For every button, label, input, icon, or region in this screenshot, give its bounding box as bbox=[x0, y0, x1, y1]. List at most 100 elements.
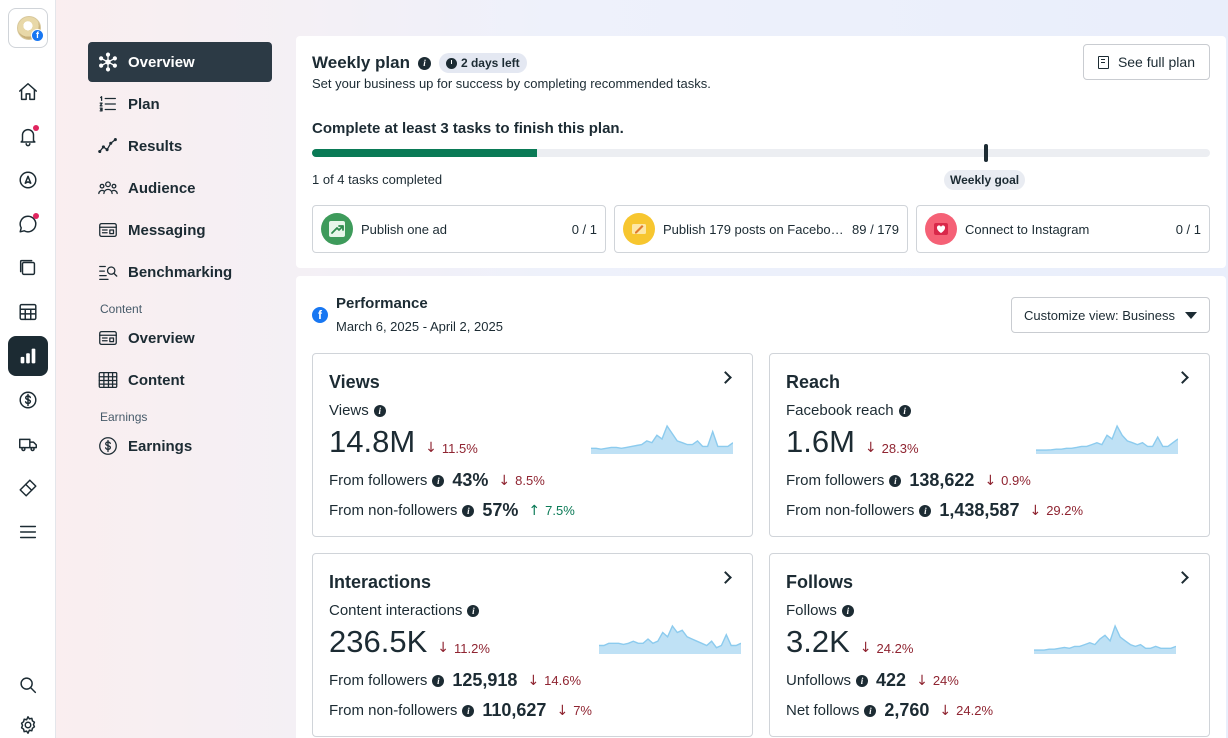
task-publish-ad[interactable]: Publish one ad 0 / 1 bbox=[312, 205, 606, 253]
chevron-right-icon[interactable] bbox=[1176, 371, 1189, 384]
weekly-plan-card: Weekly plan i 2 days left Set your busin… bbox=[296, 36, 1226, 268]
sidebar-item-results[interactable]: Results bbox=[88, 126, 272, 166]
metric-label: Follows i bbox=[786, 602, 854, 619]
metric-label-text: Views bbox=[329, 402, 369, 419]
metric-card-follows[interactable]: Follows Follows i 3.2K ↓ 24.2% Unfollows i 42… bbox=[769, 553, 1210, 737]
info-icon[interactable]: i bbox=[467, 604, 480, 617]
weekly-goal-label: Weekly goal bbox=[944, 170, 1026, 190]
icon-rail: f bbox=[0, 0, 56, 738]
info-icon[interactable]: i bbox=[432, 474, 445, 487]
all-tools-menu-icon[interactable] bbox=[8, 512, 48, 552]
info-icon[interactable]: i bbox=[417, 56, 431, 70]
arrow-down-icon: ↓ bbox=[984, 472, 997, 489]
row-label: From followers bbox=[329, 672, 428, 689]
plan-icon bbox=[99, 96, 116, 112]
metric-label: Views i bbox=[329, 402, 386, 419]
sidebar-item-content-overview[interactable]: Overview bbox=[88, 318, 272, 358]
metric-value-text: 1.6M bbox=[786, 424, 855, 459]
customize-view-dropdown[interactable]: Customize view: Business bbox=[1011, 297, 1210, 333]
task-publish-posts[interactable]: Publish 179 posts on Facebook 89 / 179 bbox=[614, 205, 908, 253]
orders-truck-icon[interactable] bbox=[8, 424, 48, 464]
notifications-bell-icon[interactable] bbox=[8, 116, 48, 156]
row-delta-text: 29.2% bbox=[1046, 503, 1084, 518]
metric-card-views[interactable]: Views Views i 14.8M ↓ 11.5% From followers i… bbox=[312, 353, 753, 537]
sidebar-item-label: Overview bbox=[128, 53, 195, 71]
sidebar-item-messaging[interactable]: Messaging bbox=[88, 210, 272, 250]
task-label: Publish 179 posts on Facebook bbox=[663, 221, 844, 237]
sidebar-item-benchmarking[interactable]: Benchmarking bbox=[88, 252, 272, 292]
row-delta-text: 24% bbox=[932, 673, 959, 688]
metric-row: From non-followers i 57% ↑ 7.5% bbox=[329, 500, 575, 521]
row-delta: ↑ 7.5% bbox=[528, 503, 574, 519]
info-icon[interactable]: i bbox=[889, 474, 902, 487]
chevron-right-icon[interactable] bbox=[719, 371, 732, 384]
account-switcher[interactable]: f bbox=[8, 8, 48, 48]
metric-label-text: Content interactions bbox=[329, 602, 463, 619]
ads-compass-icon[interactable] bbox=[8, 160, 48, 200]
metric-delta-text: 28.3% bbox=[881, 440, 919, 456]
metric-delta: ↓ 11.2% bbox=[437, 640, 490, 656]
inbox-chat-icon[interactable] bbox=[8, 204, 48, 244]
info-icon[interactable]: i bbox=[373, 404, 386, 417]
row-value: 125,918 bbox=[452, 670, 518, 690]
plan-progress-bar bbox=[312, 149, 1210, 157]
row-label: Unfollows bbox=[786, 672, 852, 689]
notification-dot bbox=[33, 125, 39, 131]
row-delta: ↓ 0.9% bbox=[984, 473, 1030, 489]
sparkline-area bbox=[1034, 626, 1176, 654]
insights-bar-chart-icon[interactable] bbox=[8, 336, 48, 376]
row-delta-text: 7.5% bbox=[545, 503, 575, 518]
info-icon[interactable]: i bbox=[432, 674, 445, 687]
results-icon bbox=[98, 138, 117, 154]
content-layers-icon[interactable] bbox=[8, 248, 48, 288]
info-icon[interactable]: i bbox=[864, 704, 877, 717]
arrow-down-icon: ↓ bbox=[1029, 502, 1042, 519]
metric-value: 14.8M ↓ 11.5% bbox=[329, 424, 478, 460]
chevron-right-icon[interactable] bbox=[1176, 571, 1189, 584]
sidebar-item-plan[interactable]: Plan bbox=[88, 84, 272, 124]
metric-card-interactions[interactable]: Interactions Content interactions i 236.5… bbox=[312, 553, 753, 737]
metric-card-reach[interactable]: Reach Facebook reach i 1.6M ↓ 28.3% From fo… bbox=[769, 353, 1210, 537]
metric-delta-text: 11.2% bbox=[454, 640, 490, 656]
performance-card: f Performance March 6, 2025 - April 2, 2… bbox=[296, 276, 1226, 738]
sidebar-item-content[interactable]: Content bbox=[88, 360, 272, 400]
metric-value-text: 14.8M bbox=[329, 424, 416, 459]
task-connect-instagram[interactable]: Connect to Instagram 0 / 1 bbox=[916, 205, 1210, 253]
ads-ticket-icon[interactable] bbox=[8, 468, 48, 508]
metric-row: From followers i 43% ↓ 8.5% bbox=[329, 470, 545, 491]
sidebar-item-overview[interactable]: Overview bbox=[88, 42, 272, 82]
chevron-right-icon[interactable] bbox=[719, 571, 732, 584]
monetization-dollar-icon[interactable] bbox=[8, 380, 48, 420]
sparkline-line bbox=[1036, 424, 1178, 451]
arrow-down-icon: ↓ bbox=[498, 472, 511, 489]
info-icon[interactable]: i bbox=[856, 674, 869, 687]
home-icon[interactable] bbox=[8, 72, 48, 112]
row-value: 2,760 bbox=[884, 700, 930, 720]
planner-table-icon[interactable] bbox=[8, 292, 48, 332]
sidebar-item-earnings[interactable]: Earnings bbox=[88, 426, 272, 466]
row-value: 43% bbox=[452, 470, 489, 490]
row-label: From followers bbox=[329, 472, 428, 489]
info-icon[interactable]: i bbox=[919, 504, 932, 517]
plan-progress-fill bbox=[312, 149, 537, 157]
days-left-badge: 2 days left bbox=[438, 53, 527, 73]
row-label: From non-followers bbox=[329, 502, 458, 519]
page-avatar bbox=[17, 16, 41, 40]
sparkline-views bbox=[591, 424, 733, 454]
info-icon[interactable]: i bbox=[841, 604, 854, 617]
sparkline-reach bbox=[1036, 424, 1178, 454]
sidebar-item-label: Content bbox=[128, 371, 185, 389]
settings-gear-icon[interactable] bbox=[8, 705, 48, 738]
info-icon[interactable]: i bbox=[462, 704, 475, 717]
row-label: Net follows bbox=[786, 702, 860, 719]
see-full-plan-button[interactable]: See full plan bbox=[1082, 44, 1210, 80]
search-icon[interactable] bbox=[8, 665, 48, 705]
info-icon[interactable]: i bbox=[462, 504, 475, 517]
metric-label-text: Follows bbox=[786, 602, 837, 619]
row-value: 110,627 bbox=[482, 700, 547, 720]
metric-row: From followers i 125,918 ↓ 14.6% bbox=[329, 670, 581, 691]
sidebar-item-audience[interactable]: Audience bbox=[88, 168, 272, 208]
info-icon[interactable]: i bbox=[898, 404, 911, 417]
insights-sidebar: Overview Plan Results Audience Messaging… bbox=[88, 42, 272, 468]
book-icon bbox=[1097, 55, 1109, 69]
